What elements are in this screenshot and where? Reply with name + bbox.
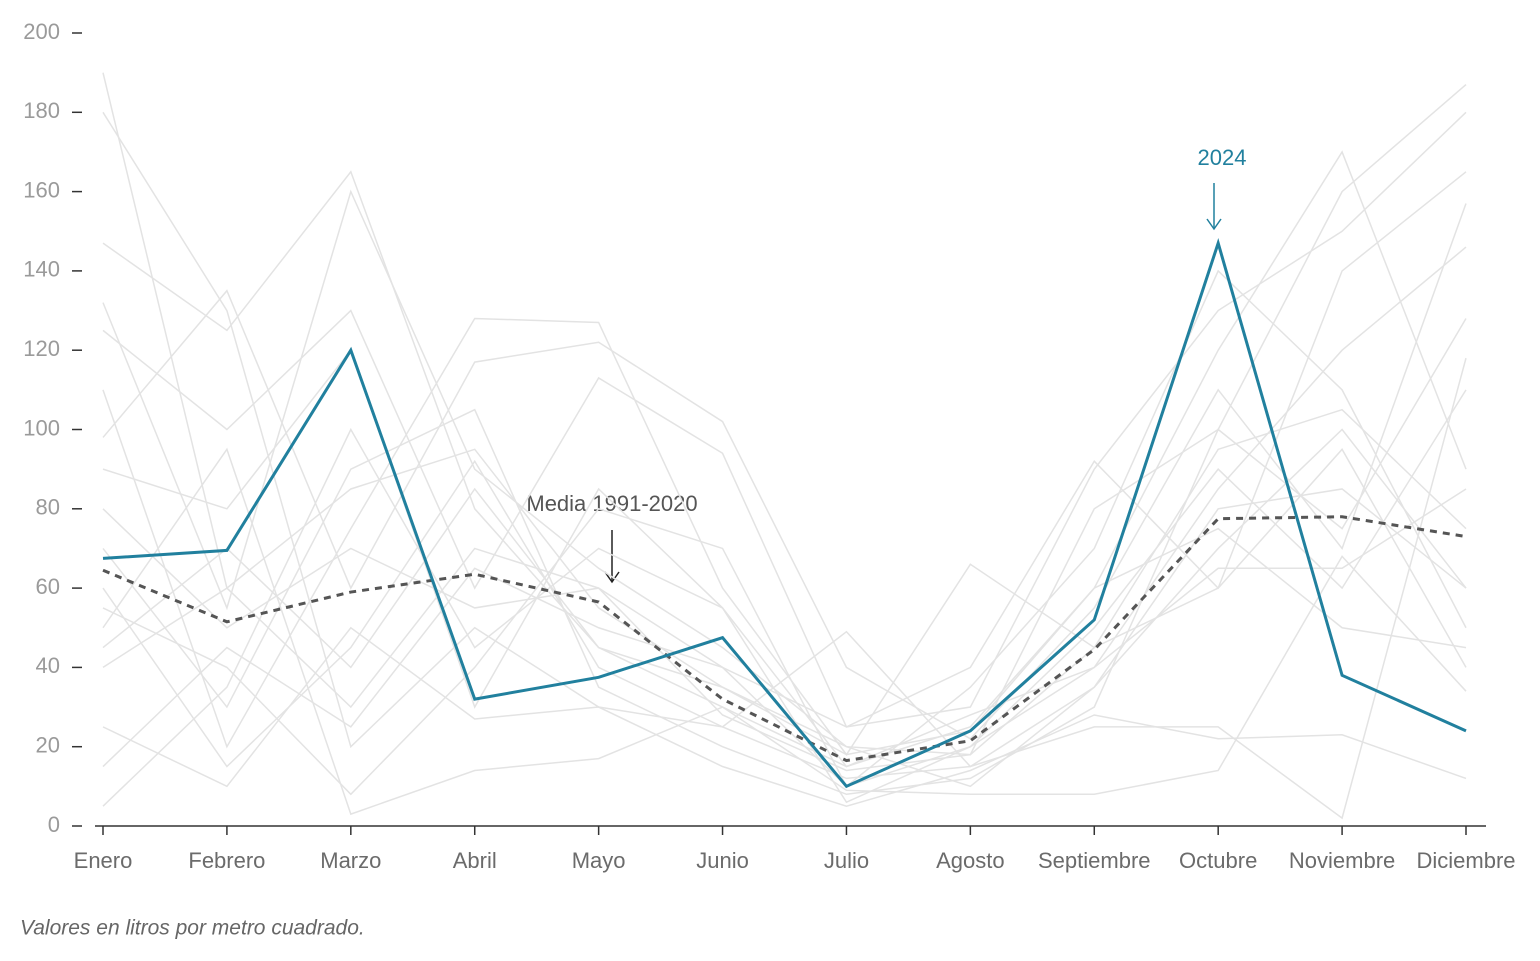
x-tick-label: Marzo <box>320 848 381 873</box>
historical-line <box>102 487 1467 756</box>
y-tick-label: 20 <box>36 733 60 758</box>
y-tick-label: 0 <box>48 812 60 837</box>
annotation-arrowhead <box>604 571 620 584</box>
historical-line <box>102 246 1467 768</box>
historical-line <box>102 318 1467 796</box>
x-tick-label: Diciembre <box>1416 848 1515 873</box>
series-line <box>102 515 1467 763</box>
y-tick-label: 160 <box>23 177 60 202</box>
y-tick-label: 140 <box>23 257 60 282</box>
historical-line <box>102 447 1467 816</box>
series-line <box>102 238 1467 789</box>
y-tick-label: 60 <box>36 574 60 599</box>
historical-line <box>102 203 1467 740</box>
y-tick-label: 180 <box>23 98 60 123</box>
y-tick-label: 120 <box>23 336 60 361</box>
x-tick-label: Enero <box>74 848 133 873</box>
x-tick-label: Octubre <box>1179 848 1257 873</box>
historical-line <box>102 111 1467 780</box>
historical-line <box>102 408 1467 772</box>
x-tick-label: Agosto <box>936 848 1005 873</box>
historical-line <box>102 269 1467 796</box>
y-tick-label: 40 <box>36 653 60 678</box>
y-tick-label: 80 <box>36 495 60 520</box>
x-tick-label: Mayo <box>572 848 626 873</box>
y-tick-label: 100 <box>23 415 60 440</box>
x-tick-label: Septiembre <box>1038 848 1151 873</box>
x-tick-label: Noviembre <box>1289 848 1395 873</box>
historical-line <box>102 448 1467 788</box>
x-tick-label: Abril <box>453 848 497 873</box>
annotation-media: Media 1991-2020 <box>526 491 697 516</box>
historical-line <box>102 626 1467 807</box>
footnote: Valores en litros por metro cuadrado. <box>20 917 365 940</box>
annotation-2024: 2024 <box>1198 145 1247 170</box>
historical-line <box>102 357 1467 820</box>
historical-line <box>102 448 1467 768</box>
annotation-arrowhead <box>1206 218 1222 231</box>
historical-line <box>102 171 1467 756</box>
x-tick-label: Febrero <box>188 848 265 873</box>
x-tick-label: Junio <box>696 848 749 873</box>
y-tick-label: 200 <box>23 19 60 44</box>
x-tick-label: Julio <box>824 848 869 873</box>
historical-line <box>102 150 1467 768</box>
historical-line <box>102 72 1467 788</box>
historical-line <box>102 427 1467 807</box>
historical-line <box>102 111 1467 728</box>
